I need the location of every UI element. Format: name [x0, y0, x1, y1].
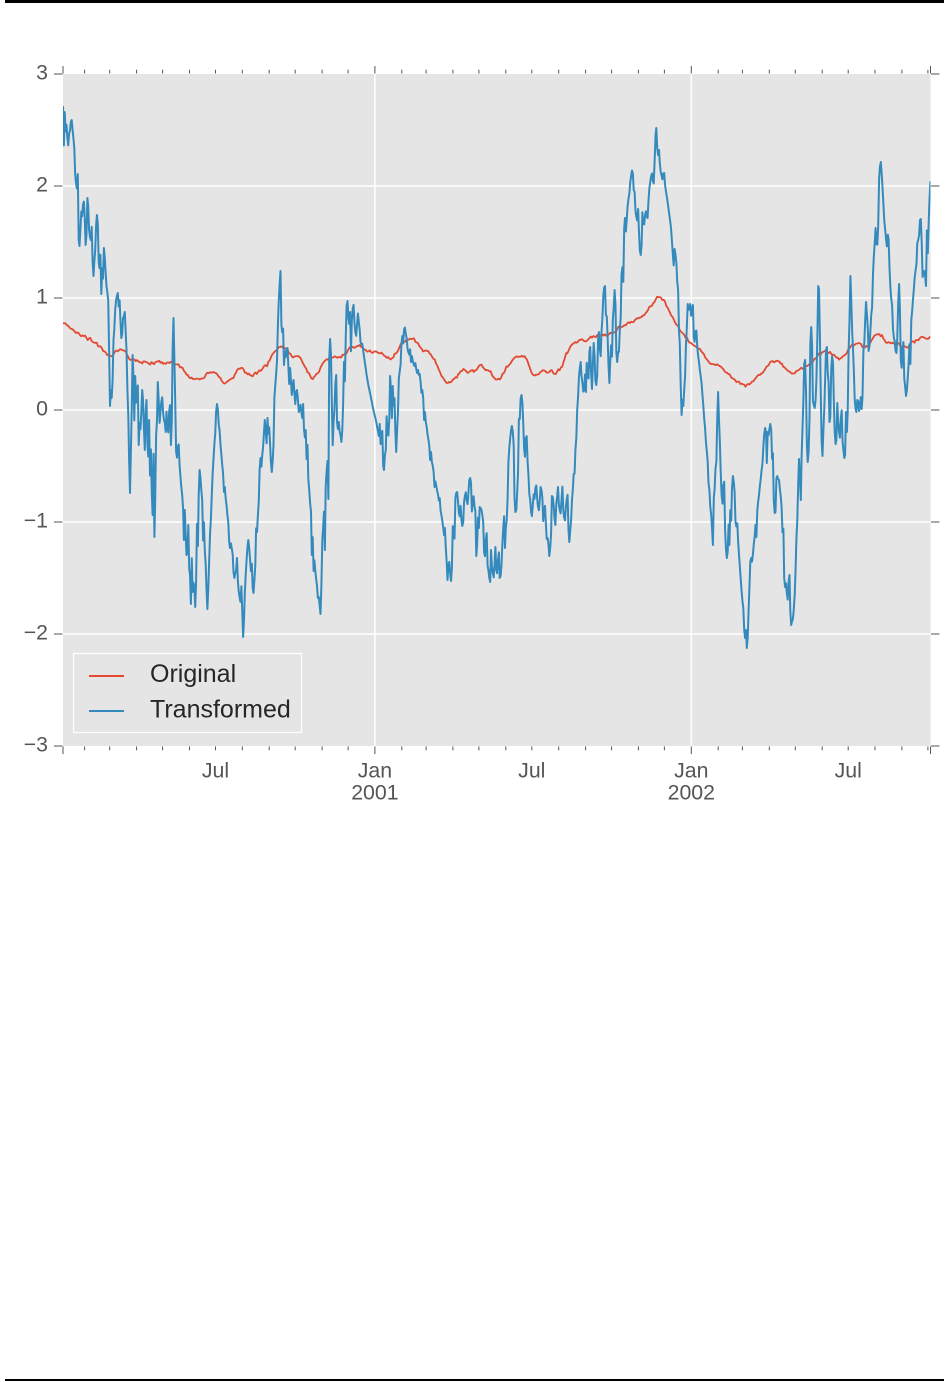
- svg-text:2: 2: [36, 173, 48, 197]
- svg-text:2001: 2001: [351, 781, 398, 805]
- svg-text:−3: −3: [24, 733, 48, 757]
- svg-text:−1: −1: [24, 509, 48, 533]
- svg-text:Jul: Jul: [202, 759, 229, 783]
- svg-text:0: 0: [36, 397, 48, 421]
- svg-text:Jan: Jan: [674, 759, 708, 783]
- svg-text:−2: −2: [24, 621, 48, 645]
- svg-text:Original: Original: [150, 660, 236, 688]
- svg-text:Jul: Jul: [835, 759, 862, 783]
- svg-text:2002: 2002: [668, 781, 715, 805]
- svg-text:3: 3: [36, 61, 48, 85]
- svg-text:Jan: Jan: [358, 759, 392, 783]
- svg-text:Transformed: Transformed: [150, 696, 291, 724]
- svg-text:1: 1: [36, 285, 48, 309]
- svg-text:Jul: Jul: [518, 759, 545, 783]
